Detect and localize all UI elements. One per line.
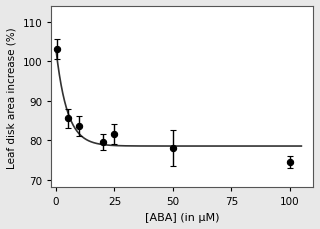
Y-axis label: Leaf disk area increase (%): Leaf disk area increase (%)	[7, 27, 17, 168]
X-axis label: [ABA] (in μM): [ABA] (in μM)	[145, 212, 220, 222]
